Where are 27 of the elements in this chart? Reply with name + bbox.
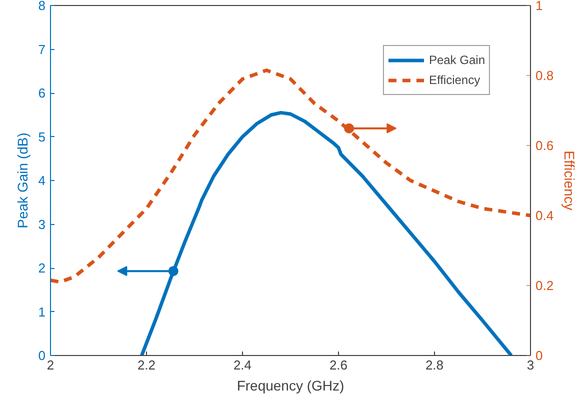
x-axis-title: Frequency (GHz)	[236, 378, 344, 394]
legend-label: Peak Gain	[428, 53, 485, 67]
y-tick-label: 1	[38, 304, 46, 320]
legend-label: Efficiency	[428, 73, 480, 87]
x-tick-label: 2.6	[329, 358, 348, 372]
y-tick-label: 4	[38, 173, 46, 188]
y2-tick-label: 0.8	[536, 68, 554, 83]
y2-tick-label: 0.4	[536, 208, 554, 223]
x-tick-label: 2.8	[425, 358, 444, 372]
y-tick-label: 3	[38, 216, 46, 232]
y-tick-label: 8	[38, 0, 46, 13]
y2-tick-label: 0.6	[536, 138, 554, 153]
y2-tick-label: 0	[536, 348, 543, 363]
y-tick-label: 5	[38, 129, 46, 144]
line-series	[140, 110, 514, 356]
x-tick-label: 2.2	[137, 358, 156, 372]
y2-tick-label: 0.2	[536, 278, 554, 293]
x-tick-label: 3	[526, 358, 534, 372]
x-tick-label: 2.4	[233, 358, 252, 372]
y2-axis-title: Efficiency	[562, 150, 578, 210]
y-axis-title: Peak Gain (dB)	[14, 132, 30, 228]
y-tick-label: 6	[38, 86, 46, 100]
y-tick-label: 0	[38, 348, 46, 363]
y2-tick-label: 1	[536, 0, 543, 13]
line-series	[50, 68, 530, 284]
y-tick-label: 2	[38, 260, 46, 276]
y-tick-label: 7	[38, 42, 46, 57]
